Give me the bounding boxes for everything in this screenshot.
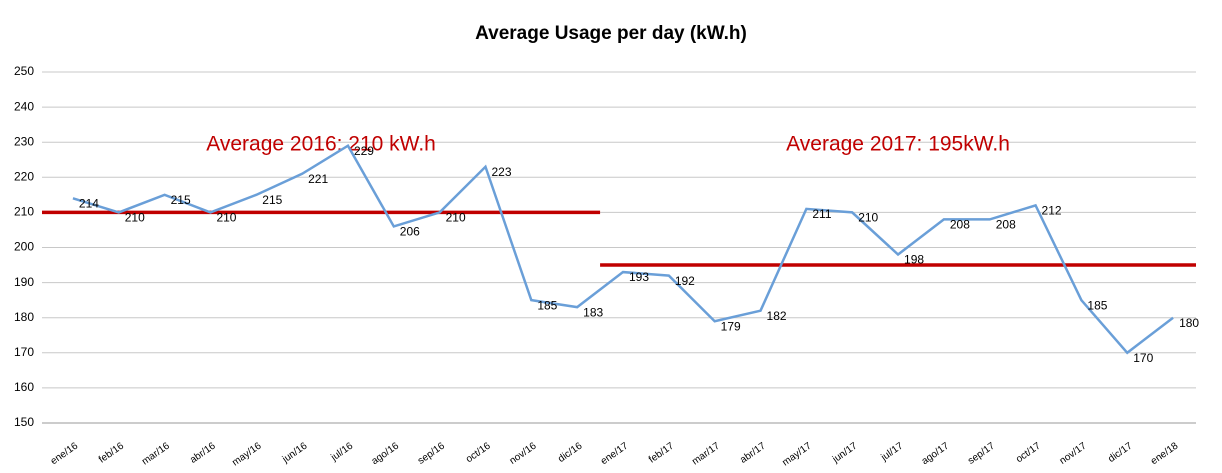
y-tick-label: 160 bbox=[14, 380, 34, 394]
x-tick-label: ene/17 bbox=[599, 440, 631, 467]
y-tick-label: 150 bbox=[14, 415, 34, 429]
y-tick-label: 170 bbox=[14, 345, 34, 359]
data-label: 183 bbox=[583, 305, 603, 319]
chart-title: Average Usage per day (kW.h) bbox=[475, 23, 747, 44]
data-label: 223 bbox=[491, 165, 511, 179]
x-tick-label: abr/17 bbox=[738, 440, 768, 466]
x-tick-label: ago/17 bbox=[920, 440, 952, 467]
data-label: 214 bbox=[79, 197, 99, 211]
y-tick-label: 220 bbox=[14, 169, 34, 183]
annotation: Average 2016: 210 kW.h bbox=[206, 133, 436, 156]
data-label: 210 bbox=[216, 211, 236, 225]
data-label: 210 bbox=[446, 211, 466, 225]
data-label: 221 bbox=[308, 172, 328, 186]
data-label: 208 bbox=[996, 218, 1016, 232]
x-tick-label: mar/16 bbox=[140, 440, 172, 467]
x-tick-label: oct/16 bbox=[464, 440, 493, 465]
data-label: 180 bbox=[1179, 316, 1199, 330]
x-tick-label: nov/16 bbox=[508, 440, 539, 466]
data-label: 206 bbox=[400, 225, 420, 239]
y-tick-label: 180 bbox=[14, 310, 34, 324]
data-label: 185 bbox=[1087, 298, 1107, 312]
x-tick-label: jul/16 bbox=[328, 440, 355, 464]
data-label: 208 bbox=[950, 218, 970, 232]
data-label: 185 bbox=[537, 298, 557, 312]
annotation: Average 2017: 195kW.h bbox=[786, 133, 1010, 156]
data-label: 210 bbox=[125, 211, 145, 225]
x-tick-label: sep/17 bbox=[966, 440, 997, 466]
x-tick-label: nov/17 bbox=[1058, 440, 1089, 466]
x-tick-label: jul/17 bbox=[879, 440, 906, 464]
data-label: 170 bbox=[1133, 351, 1153, 365]
data-label: 211 bbox=[812, 207, 831, 221]
data-label: 229 bbox=[354, 144, 374, 158]
x-tick-label: dic/17 bbox=[1106, 440, 1135, 465]
y-tick-label: 210 bbox=[14, 205, 34, 219]
data-label: 182 bbox=[767, 309, 787, 323]
data-label: 179 bbox=[721, 319, 741, 333]
x-tick-label: jun/16 bbox=[280, 440, 310, 465]
y-tick-label: 200 bbox=[14, 240, 34, 254]
x-tick-label: jun/17 bbox=[830, 440, 860, 465]
data-label: 215 bbox=[171, 193, 191, 207]
y-tick-label: 240 bbox=[14, 99, 34, 113]
x-tick-label: abr/16 bbox=[188, 440, 218, 466]
x-tick-label: ene/18 bbox=[1149, 440, 1181, 467]
x-tick-label: feb/17 bbox=[647, 440, 676, 465]
x-tick-label: mar/17 bbox=[690, 440, 722, 467]
data-label: 215 bbox=[262, 193, 282, 207]
data-label: 210 bbox=[858, 211, 878, 225]
y-tick-label: 190 bbox=[14, 275, 34, 289]
data-label: 212 bbox=[1042, 204, 1062, 218]
x-tick-label: may/16 bbox=[230, 440, 264, 468]
x-tick-label: may/17 bbox=[780, 440, 814, 468]
y-tick-label: 230 bbox=[14, 134, 34, 148]
data-label: 198 bbox=[904, 253, 924, 267]
data-label: 193 bbox=[629, 270, 649, 284]
x-tick-label: sep/16 bbox=[416, 440, 447, 466]
x-tick-label: dic/16 bbox=[556, 440, 585, 465]
y-tick-label: 250 bbox=[14, 64, 34, 78]
x-tick-label: ene/16 bbox=[49, 440, 81, 467]
x-tick-label: oct/17 bbox=[1014, 440, 1043, 465]
x-tick-label: ago/16 bbox=[370, 440, 402, 467]
x-tick-label: feb/16 bbox=[97, 440, 126, 465]
series-line bbox=[72, 143, 1174, 355]
data-label: 192 bbox=[675, 274, 695, 288]
